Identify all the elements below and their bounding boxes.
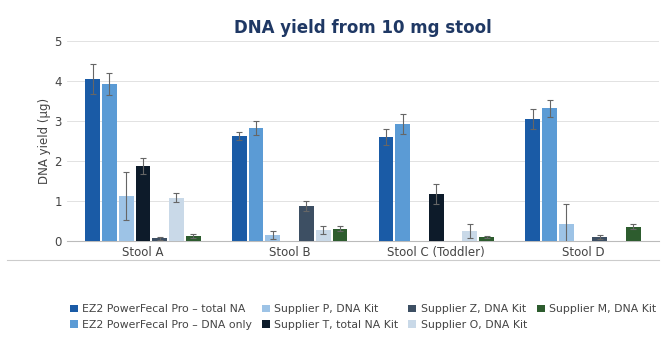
Bar bbox=[396, 124, 410, 241]
Bar bbox=[462, 231, 478, 241]
Bar bbox=[153, 238, 167, 241]
Bar bbox=[85, 79, 100, 241]
Bar bbox=[299, 206, 314, 241]
Bar bbox=[626, 227, 641, 241]
Bar bbox=[316, 230, 330, 241]
Bar bbox=[332, 229, 347, 241]
Bar bbox=[525, 119, 540, 241]
Bar bbox=[429, 194, 444, 241]
Bar bbox=[135, 166, 151, 241]
Bar bbox=[232, 136, 246, 241]
Bar bbox=[169, 198, 184, 241]
Legend: EZ2 PowerFecal Pro – total NA, EZ2 PowerFecal Pro – DNA only, Supplier P, DNA Ki: EZ2 PowerFecal Pro – total NA, EZ2 Power… bbox=[67, 302, 659, 332]
Y-axis label: DNA yield (µg): DNA yield (µg) bbox=[39, 98, 51, 184]
Bar bbox=[119, 196, 133, 241]
Bar bbox=[186, 236, 200, 241]
Bar bbox=[379, 137, 394, 241]
Bar bbox=[102, 84, 117, 241]
Bar bbox=[248, 128, 264, 241]
Bar bbox=[593, 237, 607, 241]
Bar bbox=[266, 235, 280, 241]
Bar bbox=[542, 108, 557, 241]
Bar bbox=[480, 237, 494, 241]
Bar bbox=[559, 224, 573, 241]
Title: DNA yield from 10 mg stool: DNA yield from 10 mg stool bbox=[234, 19, 492, 37]
